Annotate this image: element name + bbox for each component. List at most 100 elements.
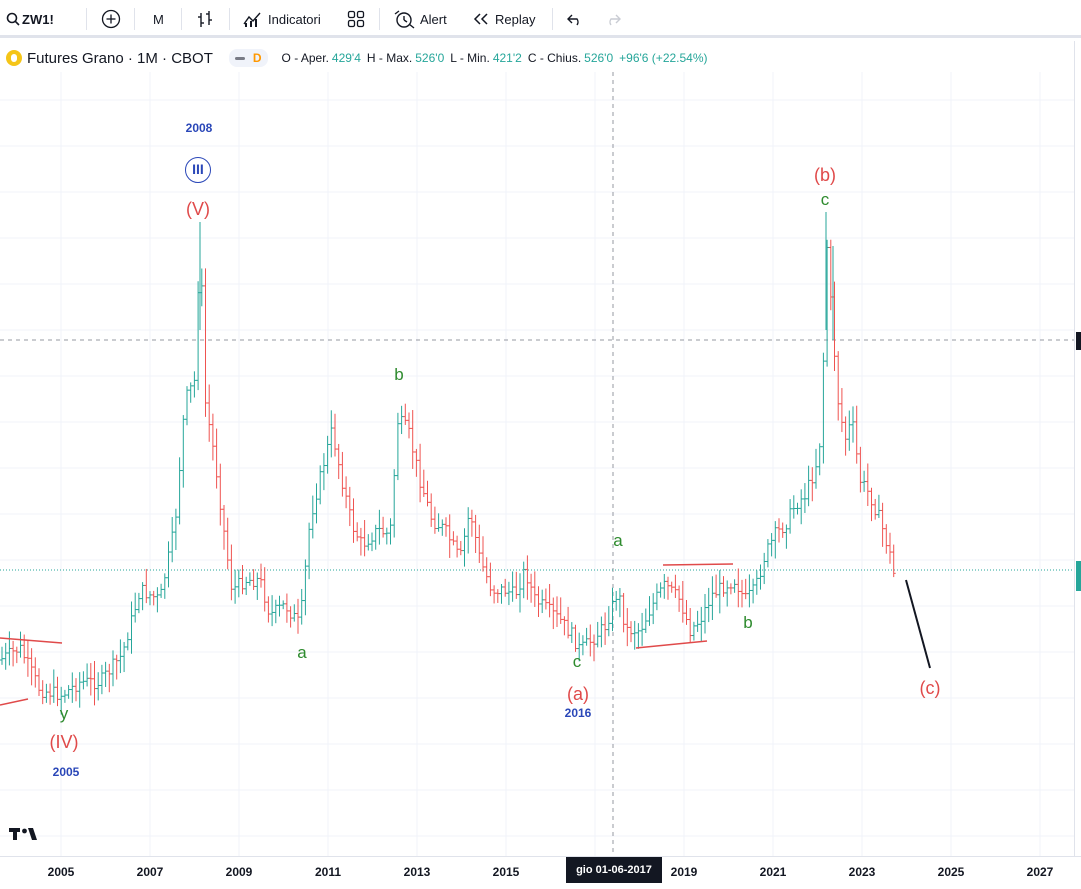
indicators-button[interactable]: Indicatori — [242, 0, 321, 38]
ohlc-bar — [610, 587, 615, 632]
ohlc-bar — [418, 443, 423, 503]
open-label: O - Aper. — [281, 51, 329, 65]
label-2016: 2016 — [564, 706, 592, 720]
ohlc-bar — [255, 572, 260, 600]
ohlc-bar — [777, 518, 781, 543]
ohlc-bar — [299, 588, 304, 625]
ohlc-bar — [321, 453, 326, 491]
ohlc-bar — [854, 405, 859, 464]
legend-toggle[interactable]: D — [228, 49, 268, 67]
chart-overlays — [0, 563, 931, 706]
interval-button[interactable]: M — [153, 0, 164, 38]
undo-button[interactable] — [566, 0, 584, 38]
price-scale[interactable] — [1074, 41, 1081, 856]
bar-chart-icon — [198, 11, 212, 27]
ohlc-bar — [292, 604, 297, 622]
ohlc-bar — [555, 596, 559, 627]
ohlc-bar — [96, 672, 101, 701]
ohlc-bar — [284, 593, 289, 623]
low-label: L - Min. — [450, 51, 490, 65]
ohlc-bar — [88, 663, 93, 696]
ohlc-bar — [122, 641, 127, 673]
ohlc-bar — [688, 608, 693, 643]
plus-circle-icon — [101, 9, 121, 29]
ohlc-bar — [484, 557, 489, 584]
close-value: 526'0 — [584, 51, 614, 65]
ohlc-bar — [340, 451, 345, 497]
ohlc-bar — [584, 627, 589, 646]
layouts-button[interactable] — [347, 0, 365, 38]
tradingview-logo-icon[interactable] — [9, 826, 41, 847]
ohlc-bar — [395, 412, 400, 481]
ohlc-bar — [851, 406, 855, 443]
alert-button[interactable]: Alert — [393, 0, 447, 38]
ohlc-bar — [333, 413, 337, 457]
time-tick: 2005 — [47, 865, 75, 879]
ohlc-bar — [177, 457, 182, 525]
ohlc-bar — [273, 599, 278, 624]
wheat-logo-icon — [6, 50, 22, 66]
open-value: 429'4 — [331, 51, 361, 65]
projection-line — [905, 579, 931, 669]
ohlc-bar — [769, 533, 774, 557]
ohlc-bar — [140, 582, 145, 611]
ohlc-bar — [14, 646, 19, 664]
ohlc-bar — [59, 686, 64, 715]
ohlc-bar — [166, 541, 171, 588]
replay-button[interactable]: Replay — [472, 0, 535, 38]
time-tick: 2019 — [670, 865, 698, 879]
ohlc-bar — [836, 351, 841, 421]
chart-grid — [0, 72, 1074, 856]
ohlc-bar — [706, 587, 711, 623]
ohlc-bar — [640, 612, 645, 646]
ohlc-bar — [388, 518, 393, 545]
wave-label-b1: b — [394, 365, 404, 384]
ohlc-bar — [107, 663, 112, 693]
ohlc-bar — [451, 531, 456, 546]
ohlc-bar — [477, 524, 482, 563]
redo-icon — [609, 14, 621, 26]
time-tick: 2023 — [848, 865, 876, 879]
ohlc-bar — [469, 509, 474, 537]
ohlc-bar — [77, 672, 82, 708]
crosshair-price-marker — [1076, 332, 1081, 350]
ohlc-bar — [33, 657, 38, 688]
ohlc-bar — [666, 576, 670, 600]
time-axis[interactable]: 2005 2007 2009 2011 2013 2015 2019 2021 … — [0, 856, 1081, 889]
ohlc-bar — [262, 567, 267, 612]
time-tick: 2027 — [1026, 865, 1054, 879]
ohlc-bar — [810, 467, 815, 502]
ohlc-bar — [403, 403, 408, 425]
ohlc-bar — [825, 239, 830, 367]
ohlc-bar — [18, 631, 23, 658]
ohlc-bar — [529, 573, 534, 603]
symbol-label: ZW1! — [22, 11, 54, 27]
ohlc-bar — [699, 606, 704, 642]
wave-label-a2: a — [613, 531, 623, 550]
ohlc-bar — [473, 514, 478, 554]
ohlc-bar — [148, 591, 152, 606]
ohlc-bar — [373, 524, 378, 550]
wave-label-V: (V) — [186, 199, 210, 219]
wave-label-c2: c — [820, 190, 830, 209]
ohlc-bar — [358, 527, 363, 556]
ohlc-bar — [259, 563, 263, 588]
redo-button[interactable] — [604, 0, 622, 38]
compare-button[interactable] — [101, 0, 121, 38]
symbol-search-button[interactable]: ZW1! — [6, 0, 54, 38]
ohlc-bar — [629, 621, 633, 643]
ohlc-bar — [758, 564, 763, 590]
ohlc-bar — [617, 588, 622, 618]
ohlc-bar — [492, 585, 497, 604]
ohlc-bar — [876, 494, 881, 519]
ohlc-bar — [862, 470, 867, 492]
ohlc-bar — [595, 621, 600, 648]
bar-style-button[interactable] — [197, 0, 215, 38]
wave-label-a-paren: (a) — [567, 684, 589, 704]
ohlc-bar — [458, 540, 463, 556]
ohlc-bar — [3, 642, 8, 670]
ohlc-bar — [784, 524, 789, 549]
time-tick: 2009 — [225, 865, 253, 879]
ohlc-bar — [355, 522, 360, 542]
